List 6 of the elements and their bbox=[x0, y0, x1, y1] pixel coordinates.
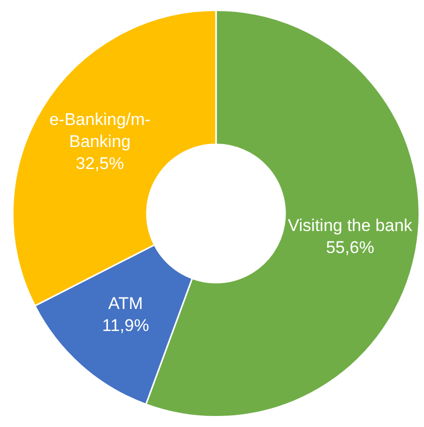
data-label: 55,6% bbox=[326, 238, 374, 258]
slice-label: ATM bbox=[108, 294, 143, 314]
slice-label: e-Banking/m-Banking bbox=[49, 110, 150, 152]
data-label: 32,5% bbox=[76, 154, 124, 174]
slice-label: Visiting the bank bbox=[288, 216, 413, 236]
data-label: 11,9% bbox=[102, 316, 150, 336]
